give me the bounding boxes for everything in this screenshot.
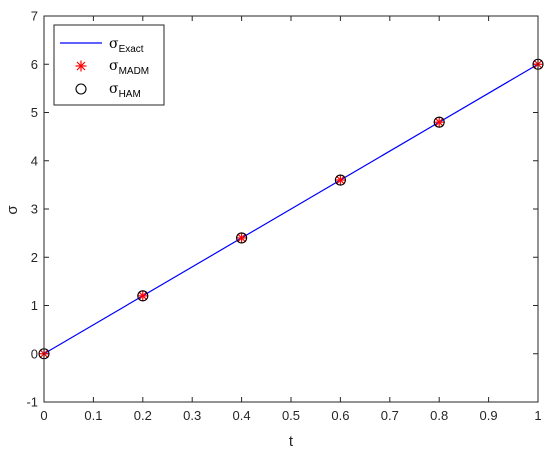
x-tick-label: 0 (40, 408, 47, 423)
y-tick-label: 3 (31, 202, 38, 217)
x-tick-label: 1 (534, 408, 541, 423)
ham-point (236, 232, 248, 244)
y-tick-label: 1 (31, 298, 38, 313)
madm-point (236, 232, 248, 244)
y-tick-label: 2 (31, 250, 38, 265)
x-tick-label: 0.8 (430, 408, 448, 423)
y-tick-label: 7 (31, 9, 38, 24)
madm-point-stroke (434, 117, 444, 127)
madm-point-stroke (335, 175, 345, 185)
ham-point (137, 290, 149, 302)
madm-point (137, 290, 149, 302)
y-tick-label: 0 (31, 346, 38, 361)
legend-box (53, 24, 165, 106)
y-tick-label: -1 (26, 395, 38, 410)
x-tick-label: 0.6 (331, 408, 349, 423)
ham-point (433, 116, 445, 128)
x-tick-label: 0.5 (282, 408, 300, 423)
x-tick-label: 0.9 (480, 408, 498, 423)
madm-point-stroke (237, 233, 247, 243)
x-axis-label: t (289, 433, 294, 450)
legend-ham-label: σHAM (109, 81, 141, 100)
legend-exact-label: σExact (109, 36, 144, 55)
ham-point (334, 174, 346, 186)
plot-frame (43, 15, 539, 403)
y-axis-label: σ (4, 205, 21, 215)
y-tick-label: 5 (31, 105, 38, 120)
legend-madm-asterisk-swatch (75, 60, 87, 72)
legend-madm-label: σMADM (109, 58, 149, 77)
legend: σExact σMADM σHAM (53, 24, 165, 106)
legend-ham-circle-swatch (75, 83, 87, 95)
series-line-exact (43, 63, 539, 355)
x-tick-label: 0.3 (183, 408, 201, 423)
x-tick-label: 0.1 (84, 408, 102, 423)
x-tick-label: 0.4 (233, 408, 251, 423)
x-tick-label: 0.2 (134, 408, 152, 423)
y-tick-label: 4 (31, 153, 38, 168)
x-tick-label: 0.7 (381, 408, 399, 423)
madm-point (433, 116, 445, 128)
y-tick-label: 6 (31, 57, 38, 72)
madm-point (334, 174, 346, 186)
madm-point-stroke (138, 291, 148, 301)
